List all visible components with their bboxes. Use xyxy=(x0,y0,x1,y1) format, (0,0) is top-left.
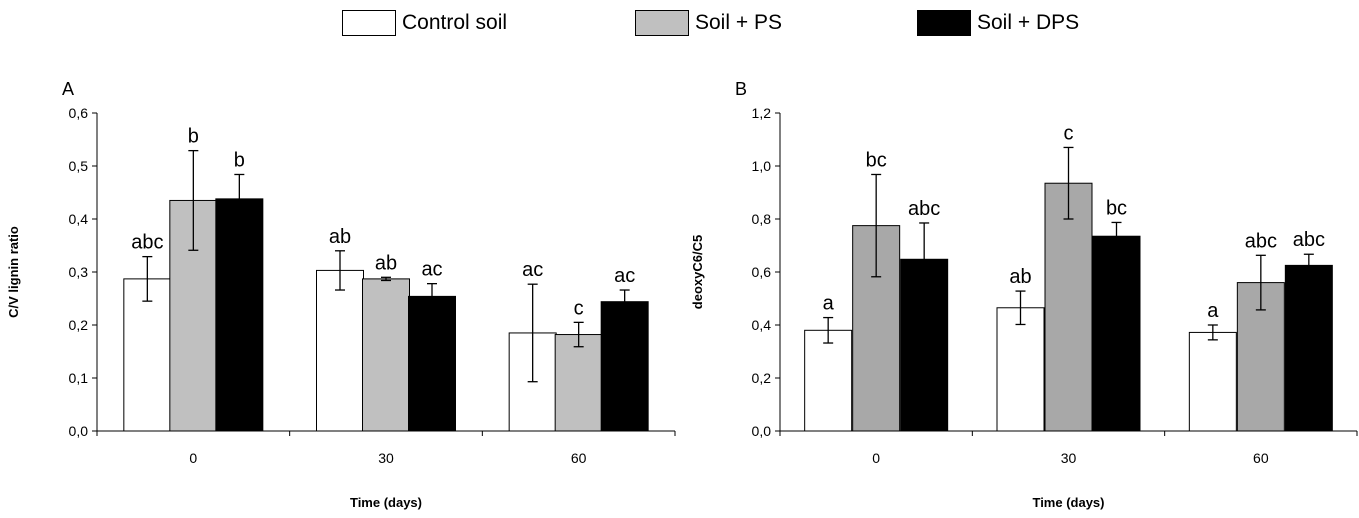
chart-panel-b: B 0,0 0,2 0,4 0,6 0,8 1,0 1,2 0 30 60 Time (days) de… xyxy=(690,79,1358,510)
significance-label: ac xyxy=(614,265,635,287)
bar-soil-ps-30 xyxy=(362,278,410,432)
y-tick-label: 0,0 xyxy=(69,423,89,439)
y-tick-label: 0,3 xyxy=(69,264,89,280)
x-tick-label: 0 xyxy=(189,450,197,466)
y-tick-label: 1,2 xyxy=(752,105,772,121)
bar-soil-ps-30 xyxy=(1044,182,1093,432)
y-tick-label: 0,0 xyxy=(752,423,772,439)
x-tick-label: 0 xyxy=(872,450,880,466)
bar-soil-dps-0 xyxy=(215,198,264,432)
legend-item-soil-dps: Soil + DPS xyxy=(917,10,1079,36)
legend: Control soil Soil + PS Soil + DPS xyxy=(0,10,1359,44)
y-tick-label: 0,2 xyxy=(69,317,89,333)
legend-swatch-soil-dps xyxy=(917,10,971,36)
y-tick-label: 0,6 xyxy=(752,264,772,280)
y-tick-label: 0,4 xyxy=(69,211,89,227)
significance-label: abc xyxy=(908,198,940,220)
significance-label: ac xyxy=(421,259,442,281)
legend-swatch-soil-ps xyxy=(635,10,689,36)
y-axis-title: C/V lignin ratio xyxy=(6,226,21,318)
y-tick-label: 0,1 xyxy=(69,370,89,386)
significance-label: b xyxy=(188,126,199,148)
significance-label: b xyxy=(234,149,245,171)
significance-label: ab xyxy=(329,226,351,248)
significance-label: ab xyxy=(1009,266,1031,288)
y-tick-label: 1,0 xyxy=(752,158,772,174)
legend-item-control-soil: Control soil xyxy=(342,10,507,36)
significance-label: bc xyxy=(866,149,887,171)
bar-control-soil-60 xyxy=(1188,331,1237,432)
y-tick-label: 0,6 xyxy=(69,105,89,121)
significance-label: c xyxy=(1064,122,1074,144)
y-tick-label: 0,4 xyxy=(752,317,772,333)
bar-soil-ps-60 xyxy=(554,334,603,432)
x-tick-label: 60 xyxy=(1253,450,1269,466)
panel-label: A xyxy=(62,79,74,99)
legend-label-soil-ps: Soil + PS xyxy=(695,11,782,34)
y-tick-label: 0,5 xyxy=(69,158,89,174)
x-tick-label: 30 xyxy=(1061,450,1077,466)
significance-label: a xyxy=(1207,300,1219,322)
significance-label: c xyxy=(574,297,584,319)
legend-swatch-control-soil xyxy=(342,10,396,36)
x-tick-label: 60 xyxy=(571,450,587,466)
bar-control-soil-30 xyxy=(996,307,1045,432)
y-axis-title: deoxyC6/C5 xyxy=(690,235,705,309)
legend-item-soil-ps: Soil + PS xyxy=(635,10,782,36)
legend-label-soil-dps: Soil + DPS xyxy=(977,11,1080,34)
significance-label: abc xyxy=(131,232,163,254)
significance-label: abc xyxy=(1245,230,1277,252)
y-tick-label: 0,8 xyxy=(752,211,772,227)
x-tick-label: 30 xyxy=(378,450,394,466)
bar-soil-dps-60 xyxy=(1284,264,1333,432)
x-axis-title: Time (days) xyxy=(350,495,422,510)
bar-soil-dps-60 xyxy=(600,301,649,432)
bar-soil-dps-30 xyxy=(1092,235,1141,432)
chart-panel-a: A 0,0 0,1 0,2 0,3 0,4 0,5 0,6 0 30 60 Time (days) C/… xyxy=(6,79,676,510)
significance-label: bc xyxy=(1106,197,1127,219)
bar-control-soil-0 xyxy=(804,329,853,432)
panel-label: B xyxy=(735,79,747,99)
significance-label: a xyxy=(823,293,835,315)
significance-label: ab xyxy=(375,252,397,274)
bar-control-soil-0 xyxy=(123,278,172,432)
bar-control-soil-30 xyxy=(316,269,364,432)
significance-label: abc xyxy=(1293,229,1325,251)
x-axis-title: Time (days) xyxy=(1032,495,1104,510)
bar-soil-dps-30 xyxy=(408,295,456,432)
y-tick-label: 0,2 xyxy=(752,370,772,386)
significance-label: ac xyxy=(522,259,543,281)
legend-label-control-soil: Control soil xyxy=(402,11,508,34)
